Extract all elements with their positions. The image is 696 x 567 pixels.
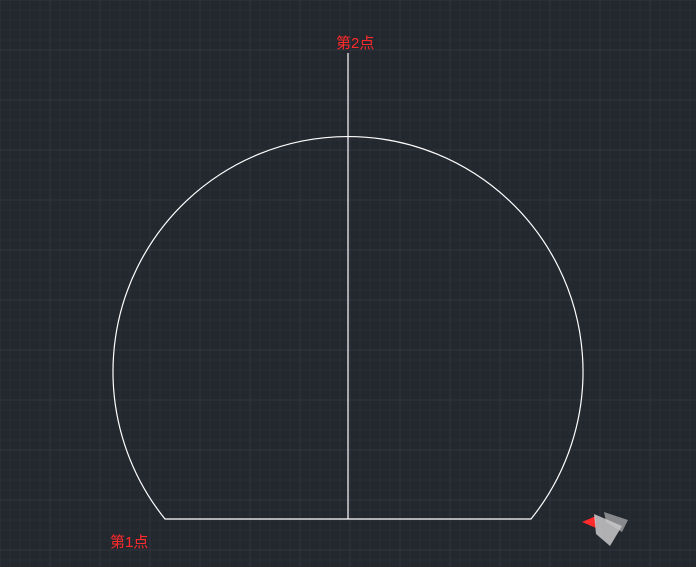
label-point2: 第2点 (336, 32, 374, 53)
cad-viewport[interactable]: 第2点 第1点 (0, 0, 696, 567)
drawing-svg (0, 0, 696, 567)
label-point1: 第1点 (110, 531, 148, 552)
cursor-icon (582, 512, 628, 546)
